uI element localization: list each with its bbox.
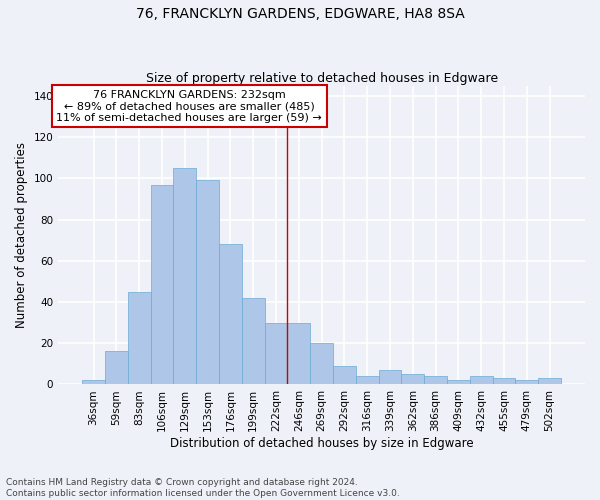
Bar (173, 168, 196, 384)
Bar (356, 376, 379, 384)
Bar (379, 370, 401, 384)
Bar (219, 244, 242, 384)
Bar (196, 180, 219, 384)
Title: Size of property relative to detached houses in Edgware: Size of property relative to detached ho… (146, 72, 497, 85)
Bar (151, 184, 173, 384)
Bar (493, 378, 515, 384)
Bar (265, 322, 287, 384)
Bar (82, 380, 105, 384)
Text: Contains HM Land Registry data © Crown copyright and database right 2024.
Contai: Contains HM Land Registry data © Crown c… (6, 478, 400, 498)
Y-axis label: Number of detached properties: Number of detached properties (15, 142, 28, 328)
Bar (470, 376, 493, 384)
Bar (424, 376, 447, 384)
Bar (401, 374, 424, 384)
Bar (128, 292, 151, 384)
Text: 76 FRANCKLYN GARDENS: 232sqm
← 89% of detached houses are smaller (485)
11% of s: 76 FRANCKLYN GARDENS: 232sqm ← 89% of de… (56, 90, 322, 123)
Bar (447, 380, 470, 384)
Bar (242, 298, 265, 384)
Bar (287, 322, 310, 384)
Text: 76, FRANCKLYN GARDENS, EDGWARE, HA8 8SA: 76, FRANCKLYN GARDENS, EDGWARE, HA8 8SA (136, 8, 464, 22)
Bar (515, 380, 538, 384)
X-axis label: Distribution of detached houses by size in Edgware: Distribution of detached houses by size … (170, 437, 473, 450)
Bar (538, 378, 561, 384)
Bar (333, 366, 356, 384)
Bar (105, 352, 128, 384)
Bar (310, 343, 333, 384)
